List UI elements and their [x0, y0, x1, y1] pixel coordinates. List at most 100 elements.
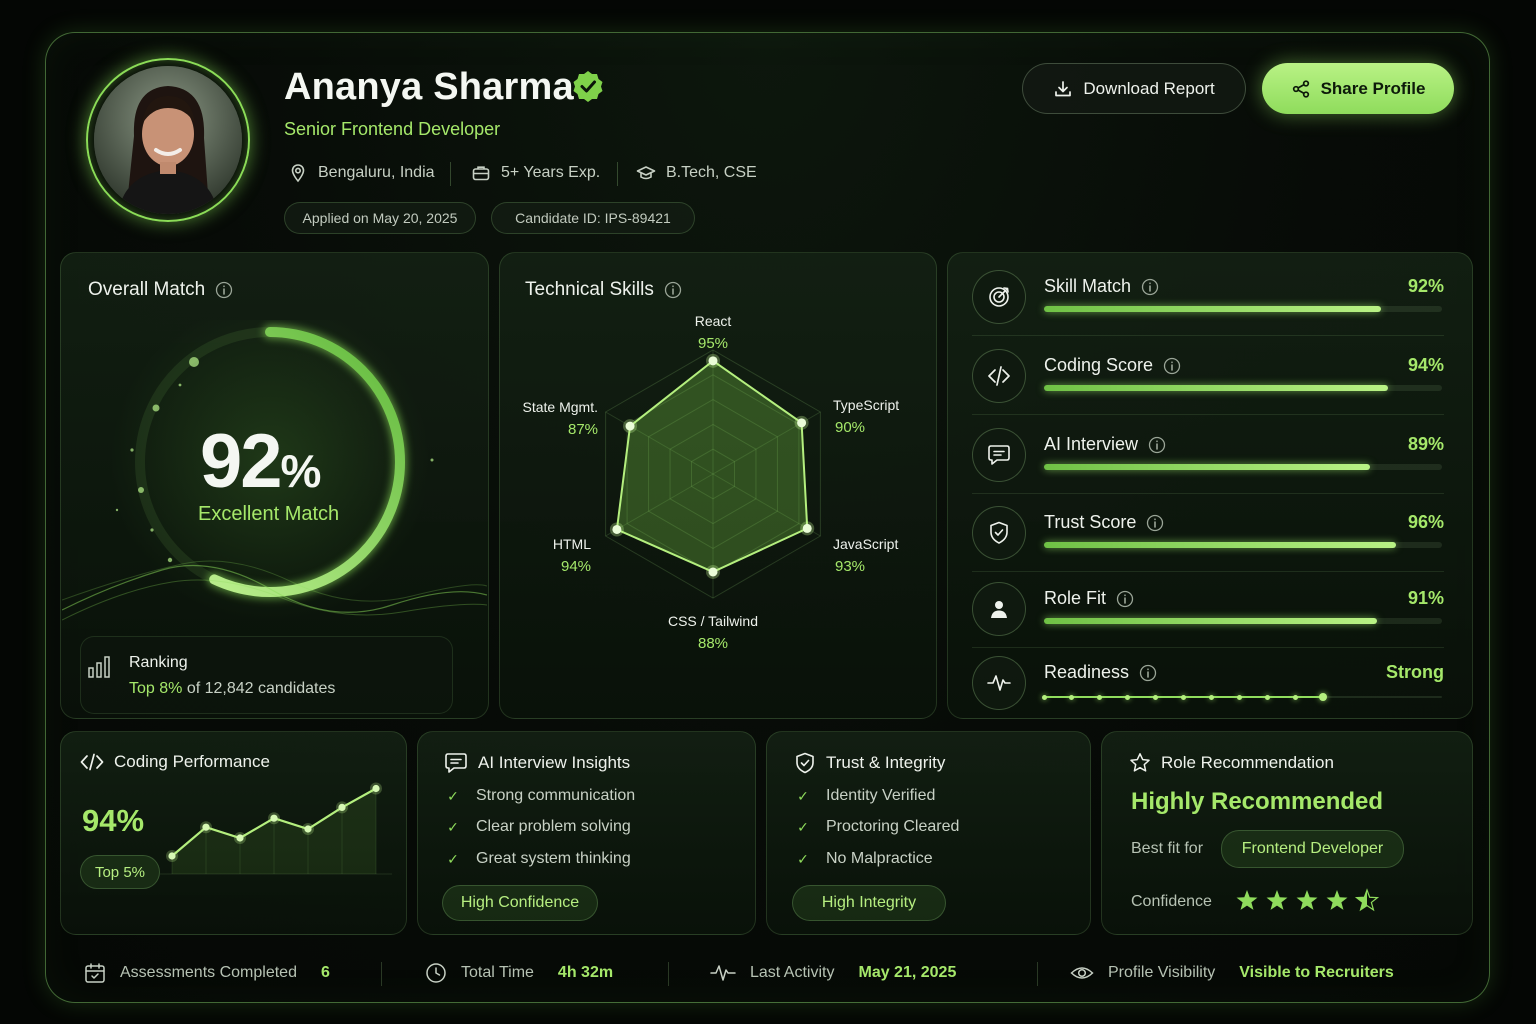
total-time: Total Time 4h 32m [425, 962, 613, 984]
radar-axis [712, 473, 821, 537]
profile-visibility-value: Visible to Recruiters [1239, 964, 1394, 981]
radar-grid-ring [648, 399, 778, 549]
assessments-label: Assessments Completed [120, 964, 297, 981]
info-icon[interactable] [1116, 590, 1134, 608]
eye-icon [1070, 967, 1094, 979]
metric-track [1044, 618, 1442, 624]
metric-track [1044, 542, 1442, 548]
metric-icon-container [972, 349, 1026, 403]
technical-skills-title-text: Technical Skills [525, 279, 654, 300]
trend-point [372, 784, 380, 793]
info-icon[interactable] [1148, 436, 1166, 454]
radar-skill-value: 90% [835, 419, 865, 436]
skills-radar-chart: React 95% TypeScript 90% JavaScript 93% CSS / … [523, 313, 900, 652]
last-activity-label: Last Activity [750, 964, 835, 981]
radar-skill-value: 87% [568, 421, 598, 438]
overall-match-title-text: Overall Match [88, 279, 206, 300]
download-report-button[interactable]: Download Report [1022, 63, 1246, 114]
technical-skills-title: Technical Skills [525, 279, 682, 301]
trust-item: ✓ Proctoring Cleared [794, 818, 959, 836]
assessments-value: 6 [320, 964, 330, 981]
readiness-dot [1319, 693, 1328, 701]
coding-performance-title-text: Coding Performance [114, 752, 270, 771]
trust-integrity-title: Trust & Integrity [794, 752, 945, 774]
check-icon: ✓ [447, 787, 459, 804]
check-icon: ✓ [797, 787, 809, 804]
match-gauge [62, 320, 487, 622]
metric-divider [972, 493, 1444, 494]
education-text: B.Tech, CSE [666, 164, 757, 181]
metric-divider [972, 571, 1444, 572]
ai-insight-item: ✓ Strong communication [444, 787, 635, 805]
ai-insight-text: Clear problem solving [476, 818, 631, 835]
metric-label-text: AI Interview [1044, 434, 1139, 454]
location-text: Bengaluru, India [318, 164, 435, 181]
overall-match-title: Overall Match [88, 279, 233, 301]
radar-skill-label: TypeScript [833, 397, 899, 413]
radar-skill-value: 94% [561, 558, 591, 575]
verified-badge-icon [573, 71, 603, 102]
last-activity: Last Activity May 21, 2025 [710, 962, 956, 984]
metric-label: Role Fit [1044, 588, 1134, 609]
pulse-icon [987, 675, 1011, 691]
code-icon [988, 366, 1010, 386]
info-icon[interactable] [1146, 514, 1164, 532]
metric-label: Coding Score [1044, 355, 1181, 376]
metric-row: Readiness Strong [972, 656, 1444, 726]
avatar [94, 66, 242, 214]
trend-point [236, 834, 244, 842]
user-icon [991, 601, 1007, 618]
readiness-dot [1292, 694, 1298, 700]
check-icon: ✓ [447, 850, 459, 867]
metric-icon-container [972, 656, 1026, 710]
radar-skill-value: 93% [835, 558, 865, 575]
readiness-dot [1041, 694, 1047, 700]
metric-icon-container [972, 270, 1026, 324]
metric-value: 89% [1407, 434, 1444, 454]
location: Bengaluru, India [288, 163, 435, 183]
bar-chart-icon [88, 656, 110, 678]
ai-insight-text: Great system thinking [476, 850, 631, 867]
experience-text: 5+ Years Exp. [501, 164, 601, 181]
trust-item-text: Proctoring Cleared [826, 818, 960, 835]
trend-point [338, 803, 346, 811]
info-icon[interactable] [1139, 664, 1157, 682]
ai-insight-text: Strong communication [476, 787, 636, 804]
readiness-dot [1237, 694, 1243, 700]
candidate-role: Senior Frontend Developer [284, 119, 501, 139]
radar-point [625, 421, 635, 431]
readiness-dot [1153, 694, 1159, 700]
share-profile-button[interactable]: Share Profile [1262, 63, 1454, 114]
coding-rank-badge: Top 5% [80, 855, 160, 889]
radar-skill-value: 88% [698, 635, 728, 652]
trend-point [270, 814, 278, 822]
metric-row: Coding Score 94% [972, 349, 1444, 419]
coding-trend-area [172, 788, 376, 874]
info-icon[interactable] [1163, 357, 1181, 375]
match-label: Excellent Match [198, 503, 340, 525]
radar-skill-value: 95% [698, 335, 728, 352]
footer-divider [1037, 962, 1038, 986]
experience: 5+ Years Exp. [471, 163, 600, 183]
match-gauge-arc [135, 327, 405, 597]
metric-track [1044, 306, 1442, 312]
footer-divider [381, 962, 382, 986]
role-recommendation-title-text: Role Recommendation [1161, 753, 1334, 772]
metric-row: AI Interview 89% [972, 428, 1444, 498]
radar-skill-label: HTML [553, 536, 591, 552]
clock-icon [426, 963, 446, 983]
info-icon[interactable] [664, 281, 682, 299]
star-outline-icon [1130, 753, 1150, 772]
readiness-dot [1125, 694, 1131, 700]
match-percentage: 92% [200, 418, 321, 505]
readiness-dot [1265, 694, 1271, 700]
metric-value: Strong [1386, 662, 1444, 682]
info-icon[interactable] [1141, 278, 1159, 296]
radar-skill-label: React [695, 313, 732, 329]
info-icon[interactable] [215, 281, 233, 299]
check-icon: ✓ [797, 850, 809, 867]
profile-visibility-label: Profile Visibility [1108, 964, 1216, 981]
check-icon: ✓ [447, 818, 459, 835]
recommendation-verdict: Highly Recommended [1131, 788, 1384, 815]
trust-item: ✓ No Malpractice [794, 850, 933, 868]
